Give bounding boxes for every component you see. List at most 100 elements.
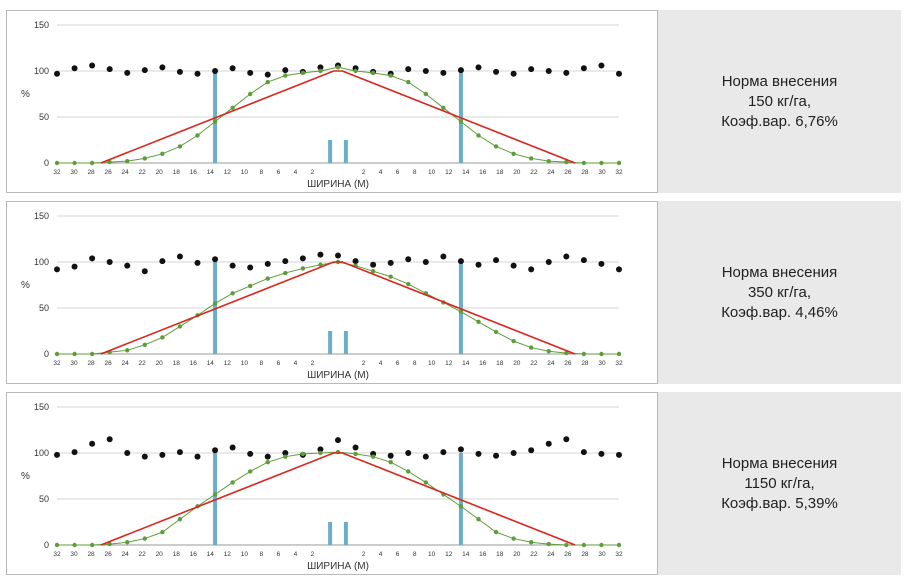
overlap-point xyxy=(194,70,201,77)
overlap-point xyxy=(282,450,289,456)
single-pass-point xyxy=(318,262,323,267)
x-tick-label: 8 xyxy=(260,551,264,558)
x-tick-label: 24 xyxy=(547,360,555,367)
y-tick-label: 150 xyxy=(34,402,49,412)
overlap-point xyxy=(387,259,394,266)
caption-cv-1: Коэф.вар. 6,76% xyxy=(721,112,838,130)
overlap-point xyxy=(475,64,482,71)
x-tick-label: 26 xyxy=(104,360,112,367)
x-tick-label: 8 xyxy=(413,169,417,176)
overlap-point xyxy=(457,446,464,453)
single-pass-point xyxy=(247,91,253,97)
overlap-point xyxy=(54,266,60,273)
single-pass-point xyxy=(458,309,464,314)
single-pass-point xyxy=(300,266,306,271)
overlap-point xyxy=(229,65,236,72)
y-tick-label: 50 xyxy=(39,303,49,313)
single-pass-point xyxy=(177,324,183,329)
overlap-point xyxy=(335,437,341,444)
x-tick-label: 4 xyxy=(379,169,383,176)
overlap-point xyxy=(528,266,535,273)
caption-cv-2: Коэф.вар. 4,46% xyxy=(721,303,838,321)
x-tick-label: 14 xyxy=(462,169,470,176)
single-pass-point xyxy=(72,351,77,357)
overlap-point xyxy=(71,263,78,270)
x-tick-label: 14 xyxy=(207,551,215,558)
x-tick-label: 12 xyxy=(445,551,453,558)
single-pass-point xyxy=(125,540,130,545)
single-pass-point xyxy=(458,119,464,124)
single-pass-point xyxy=(511,151,516,156)
x-tick-label: 28 xyxy=(87,551,95,558)
overlap-point xyxy=(176,449,183,456)
single-pass-point xyxy=(616,351,622,357)
overlap-point xyxy=(493,68,500,75)
single-pass-point xyxy=(406,469,411,474)
overlap-point xyxy=(159,258,166,265)
marker-bar xyxy=(213,71,218,163)
overlap-point xyxy=(317,251,324,258)
caption-rate-label-2: Норма внесения xyxy=(721,263,838,281)
single-pass-point xyxy=(195,133,200,138)
y-tick-label: 50 xyxy=(39,494,49,504)
overlap-point xyxy=(440,69,447,76)
overlap-point xyxy=(124,69,131,76)
x-tick-label: 10 xyxy=(428,551,436,558)
chart-panel-2: 0 50 100 150 32 30 28 26 24 22 20 18 16 14 12 10 8 6 4 2 2 4 6… xyxy=(6,201,658,384)
overlap-point xyxy=(264,260,271,267)
overlap-point xyxy=(229,262,236,269)
overlap-point xyxy=(598,62,605,69)
y-tick-label: 100 xyxy=(34,257,49,267)
single-pass-point xyxy=(177,144,183,149)
marker-bar xyxy=(458,71,463,163)
x-tick-label: 16 xyxy=(190,169,198,176)
x-tick-label: 12 xyxy=(224,360,232,367)
single-pass-point xyxy=(599,160,604,166)
overlap-point xyxy=(54,70,60,77)
overlap-point xyxy=(440,253,447,260)
overlap-point xyxy=(457,67,464,74)
x-tick-label: 30 xyxy=(70,360,78,367)
x-tick-label: 12 xyxy=(224,551,232,558)
x-tick-label: 18 xyxy=(173,551,181,558)
single-pass-point xyxy=(388,460,393,465)
single-pass-point xyxy=(616,542,622,548)
x-tick-label: 16 xyxy=(190,551,198,558)
single-pass-point xyxy=(581,351,587,357)
x-tick-label: 20 xyxy=(513,360,521,367)
single-pass-point xyxy=(406,281,411,287)
chart-row-3: 0 50 100 150 32 30 28 26 24 22 20 18 16 14 12 10 8 6 4 2 2 4 6… xyxy=(6,392,901,575)
overlap-point xyxy=(282,258,289,265)
overlap-point xyxy=(264,453,271,460)
x-tick-label: 30 xyxy=(70,551,78,558)
overlap-point xyxy=(457,258,464,265)
overlap-point xyxy=(176,68,183,75)
x-tick-label: 22 xyxy=(530,360,538,367)
x-tick-label: 20 xyxy=(513,551,521,558)
single-pass-point xyxy=(89,160,95,166)
x-tick-label: 18 xyxy=(173,169,181,176)
single-pass-line xyxy=(57,66,619,164)
x-tick-label: 14 xyxy=(462,551,470,558)
overlap-point xyxy=(71,65,78,72)
single-pass-point xyxy=(318,68,323,74)
overlap-point xyxy=(598,450,605,457)
single-pass-point xyxy=(528,156,534,161)
overlap-point xyxy=(71,449,78,456)
marker-bar xyxy=(343,522,348,545)
single-pass-point xyxy=(528,345,534,350)
x-tick-label: 26 xyxy=(564,360,572,367)
x-tick-label: 28 xyxy=(581,169,589,176)
overlap-point xyxy=(510,70,517,77)
caption-rate-value-2: 350 кг/га, xyxy=(747,283,812,301)
overlap-point xyxy=(493,452,500,459)
overlap-point xyxy=(422,68,429,74)
x-tick-label: 2 xyxy=(362,551,366,558)
overlap-point xyxy=(580,65,587,72)
x-tick-label: 32 xyxy=(615,551,623,558)
single-pass-point xyxy=(54,160,60,166)
single-pass-point xyxy=(476,133,481,138)
overlap-point xyxy=(317,64,324,71)
chart-row-1: 0 50 100 150 32 30 28 26 24 22 20 18 16 14 12 10 8 6 4 2 2 4 6… xyxy=(6,10,901,193)
